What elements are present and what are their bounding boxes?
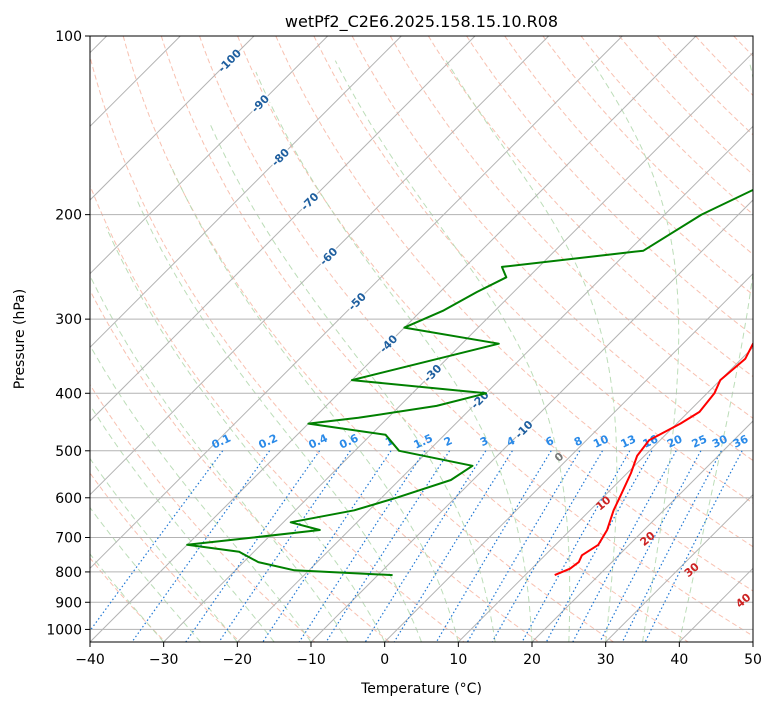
mixing-ratio-line [545,450,653,642]
isotherm [90,36,550,496]
mixing-ratio-line [393,450,513,642]
isotherm [90,36,402,349]
isotherm [90,36,476,422]
temperature-profile-line [554,342,753,577]
y-tick-label: 600 [55,491,82,507]
mixing-ratio-label: 30 [710,432,730,450]
x-axis: −40 −30 −20 −10 0 10 20 30 40 50 [75,642,762,668]
background-lines [90,36,753,642]
mixing-ratio-line [131,450,271,642]
mixing-ratio-line [644,450,743,642]
isotherm [384,272,753,642]
dry-adiabat [351,36,753,462]
dry-adiabat [160,36,689,642]
mixing-ratio-line [521,450,631,642]
y-tick-label: 400 [55,386,82,402]
isotherm [605,493,753,642]
mixing-ratio-line [364,450,487,642]
moist-adiabat [445,60,618,642]
isotherm-label-bg [419,360,445,386]
isotherm-label-bg [296,188,322,214]
x-tick-label: −10 [296,652,326,668]
dry-adiabat [90,289,390,642]
isotherm-label-bg [510,416,536,442]
mixing-ratio-label: 10 [591,432,611,450]
x-tick-label: 50 [744,652,762,668]
moist-adiabat [90,457,238,642]
y-tick-label: 900 [55,595,82,611]
mixing-ratio-line [599,450,702,642]
moist-adiabat [255,71,533,642]
moist-adiabat [90,506,201,642]
mixing-ratio-label: 25 [690,433,709,451]
isotherm [457,346,753,642]
moist-adiabat [90,274,349,642]
mixing-ratio-line [572,450,677,642]
y-axis: 100 200 300 400 500 600 700 800 900 1000 [46,29,90,638]
y-tick-label: 700 [55,531,82,547]
dry-adiabat [504,36,753,296]
y-tick-label: 500 [55,444,82,460]
isotherm-label-bg [216,47,242,73]
mixing-ratio-line [491,450,604,642]
isotherm-label-bg [247,90,273,116]
dry-adiabat [427,36,753,378]
y-tick-label: 200 [55,208,82,224]
isotherm [90,36,623,570]
mixing-ratio-label: 13 [619,432,638,450]
x-tick-label: −30 [149,652,179,668]
moist-adiabat [170,164,459,642]
isotherm [531,420,753,642]
dewpoint-profile-line [186,188,753,577]
x-tick-label: −40 [75,652,105,668]
mixing-ratio-line [435,450,552,642]
mixing-ratio-label: 20 [665,432,685,450]
y-tick-label: 800 [55,565,82,581]
dry-adiabat [90,383,316,642]
x-tick-label: 30 [597,652,615,668]
dry-adiabat [542,36,753,256]
x-tick-label: 20 [523,652,541,668]
mixing-ratio-line [621,450,722,642]
x-tick-label: 10 [449,652,467,668]
isotherm-label-bg [315,243,341,269]
chart-title: wetPf2_C2E6.2025.158.15.10.R08 [285,12,558,32]
y-tick-label: 1000 [46,622,82,638]
dry-adiabat [313,36,753,504]
mixing-ratio-line [185,450,321,642]
dry-adiabat [618,36,753,176]
profile-series [186,188,753,577]
mixing-ratio-line [218,450,351,642]
isotherm [310,199,753,642]
dry-adiabat [275,36,753,548]
moist-adiabat [137,201,422,642]
dry-adiabat [90,184,465,642]
moist-adiabat [105,226,386,642]
isotherm-label-bg [267,144,293,170]
isotherm-label-bg [375,330,401,356]
moist-adiabat [90,404,275,642]
mixing-ratio-label: 36 [731,432,751,450]
moist-adiabat [678,60,753,642]
mixing-ratio-line [466,450,581,642]
isotherm [90,36,255,201]
isotherm-label-bg [344,288,369,314]
moist-adiabat [591,60,680,642]
dry-adiabat [389,36,753,419]
x-tick-label: −20 [223,652,253,668]
plot-frame [89,35,754,643]
x-tick-label: 0 [380,652,389,668]
y-tick-label: 100 [55,29,82,45]
isotherm [90,36,329,275]
x-axis-title: Temperature (°C) [360,681,482,697]
isotherm [236,125,753,642]
dry-adiabat [122,36,614,642]
mixing-ratio-line [262,450,392,642]
y-tick-label: 300 [55,312,82,328]
x-tick-label: 40 [670,652,688,668]
dry-adiabat [90,54,540,642]
y-axis-title: Pressure (hPa) [12,289,28,389]
